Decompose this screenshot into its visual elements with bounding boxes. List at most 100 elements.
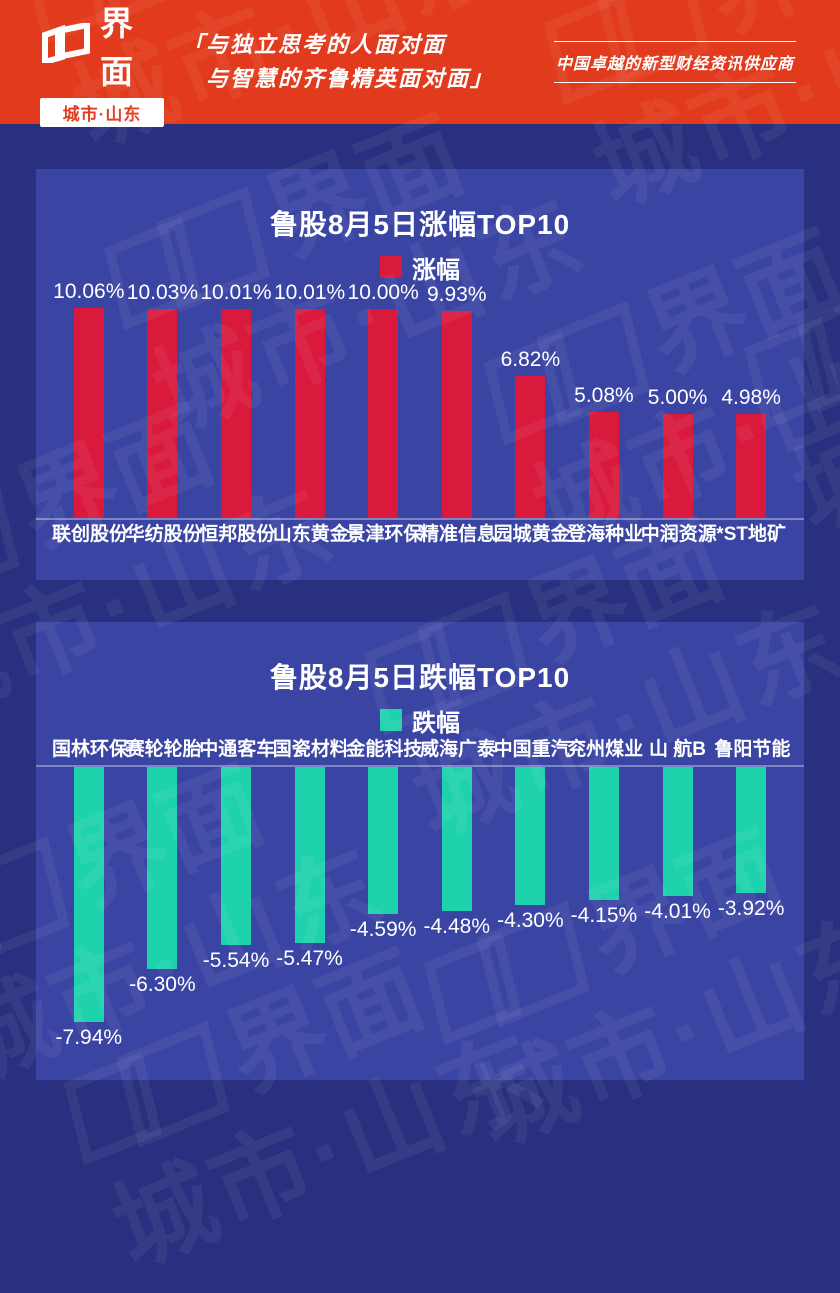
bar-value-label: -4.30%: [497, 909, 564, 932]
bar-column: 10.01%: [199, 277, 273, 518]
bar-column: -4.59%: [346, 767, 420, 946]
bar-column: -4.01%: [641, 767, 715, 928]
category-label: 中润资源: [640, 524, 717, 545]
bar-column: 10.03%: [126, 277, 200, 518]
bar: [588, 767, 619, 900]
gainers-bar-chart: 10.06% 10.03% 10.01% 10.01% 10.00% 9.93% 6.82%…: [36, 279, 804, 550]
bar: [662, 767, 693, 896]
bar: [220, 767, 251, 945]
bar-value-label: 10.00%: [347, 281, 419, 304]
category-labels-row: 联创股份 华纺股份 恒邦股份 山东黄金 景津环保 精准信息 园城黄金 登海种业 中润资源 *ST地…: [36, 520, 804, 550]
bar-column: 10.00%: [346, 277, 420, 518]
bar-value-label: -4.59%: [349, 918, 417, 941]
bar: [294, 767, 325, 943]
bar: [441, 311, 472, 518]
bar-value-label: 10.01%: [273, 281, 346, 304]
losers-chart-card: 鲁股8月5日跌幅TOP10 跌幅 国林环保 赛轮轮胎 中通客车 国瓷材料 金能科技 威海广…: [36, 622, 804, 1080]
slogan-line2: 与智慧的齐鲁精英面对面」: [206, 66, 495, 91]
losers-legend: 跌幅: [36, 707, 804, 737]
brand-name: 界面: [100, 5, 134, 90]
bar: [662, 414, 693, 518]
bar-value-label: 10.01%: [200, 281, 272, 304]
bar-value-label: -5.54%: [202, 949, 270, 972]
category-label: 华纺股份: [125, 524, 202, 545]
bar-column: 9.93%: [420, 279, 494, 518]
category-label: 园城黄金: [493, 524, 570, 545]
bar-value-label: 10.06%: [53, 280, 125, 303]
bar: [220, 309, 251, 518]
bar-column: -4.30%: [494, 767, 568, 937]
bar-value-label: -4.01%: [644, 900, 711, 923]
bar-value-label: 6.82%: [500, 348, 561, 371]
bar: [294, 309, 325, 518]
gainers-legend-label: 涨幅: [412, 256, 460, 284]
bar-column: 5.08%: [567, 380, 641, 518]
category-label: 中通客车: [199, 739, 276, 760]
bar-value-label: 10.03%: [126, 281, 198, 304]
gainers-legend: 涨幅: [36, 254, 804, 284]
bar: [441, 767, 472, 911]
slogan-line1: 「与独立思考的人面对面: [182, 31, 447, 57]
bar: [736, 414, 767, 518]
bar-column: 10.06%: [52, 276, 126, 518]
losers-bar-chart: 国林环保 赛轮轮胎 中通客车 国瓷材料 金能科技 威海广泰 中国重汽 兖州煤业山 航B 鲁阳节能…: [36, 735, 804, 1055]
bar-value-label: -6.30%: [129, 973, 196, 996]
bars-row: 10.06% 10.03% 10.01% 10.01% 10.00% 9.93% 6.82%…: [36, 279, 804, 520]
category-label: 鲁阳节能: [714, 739, 791, 760]
bar-value-label: -7.94%: [55, 1026, 123, 1049]
bar-column: -4.48%: [420, 767, 494, 943]
bar: [73, 767, 104, 1022]
category-label: 山 航B: [649, 739, 707, 760]
category-label: 联创股份: [52, 524, 129, 545]
bar-column: 4.98%: [714, 382, 788, 518]
gainers-chart-card: 鲁股8月5日涨幅TOP10 涨幅 10.06% 10.03% 10.01% 10.01…: [36, 169, 804, 580]
category-label: 登海种业: [567, 524, 644, 545]
category-label: 赛轮轮胎: [125, 739, 202, 760]
bar-value-label: -3.92%: [717, 897, 785, 920]
category-label: 山东黄金: [272, 524, 349, 545]
bar-column: 10.01%: [273, 277, 347, 518]
category-label: 国瓷材料: [272, 739, 349, 760]
bar-value-label: 4.98%: [721, 386, 781, 409]
jiemian-logo-watermark-icon: [0, 866, 3, 981]
bar-value-label: 9.93%: [426, 283, 487, 306]
tagline: 中国卓越的新型财经资讯供应商: [553, 41, 796, 83]
slogan: 「与独立思考的人面对面 与智慧的齐鲁精英面对面」: [182, 28, 494, 96]
jiemian-logo-icon: [40, 20, 92, 68]
bar-value-label: -4.48%: [423, 915, 491, 938]
bar-column: 5.00%: [641, 382, 715, 518]
brand-region-badge: 城市·山东: [40, 98, 164, 127]
bar-value-label: -4.15%: [570, 904, 638, 927]
bars-row: -7.94% -6.30% -5.54% -5.47% -4.59% -4.48% -4.3…: [36, 767, 804, 1055]
category-label: 精准信息: [419, 524, 496, 545]
bar-column: -5.47%: [273, 767, 347, 975]
losers-chart-title: 鲁股8月5日跌幅TOP10: [269, 662, 571, 693]
category-label: 景津环保: [346, 524, 423, 545]
jiemian-logo-block: 界面 城市·山东: [40, 0, 164, 127]
bar: [736, 767, 767, 893]
bar-value-label: -5.47%: [276, 947, 343, 970]
category-label: 威海广泰: [419, 739, 496, 760]
losers-legend-label: 跌幅: [412, 709, 460, 737]
bar-value-label: 5.08%: [574, 384, 634, 407]
category-label: 金能科技: [346, 739, 423, 760]
jiemian-logo-watermark-icon: [0, 475, 20, 603]
bar: [73, 308, 104, 518]
gainers-legend-swatch: [380, 256, 402, 278]
category-label: 恒邦股份: [199, 524, 276, 545]
bar: [515, 767, 546, 905]
category-labels-row: 国林环保 赛轮轮胎 中通客车 国瓷材料 金能科技 威海广泰 中国重汽 兖州煤业山 航B 鲁阳节能: [36, 735, 804, 767]
gainers-chart-title: 鲁股8月5日涨幅TOP10: [269, 209, 571, 240]
bar: [147, 767, 178, 969]
header-banner: 界面 城市·山东 「与独立思考的人面对面 与智慧的齐鲁精英面对面」 中国卓越的新…: [0, 0, 840, 127]
bar-column: -5.54%: [199, 767, 273, 977]
category-label: *ST地矿: [716, 524, 786, 545]
bar: [368, 767, 399, 914]
bar-value-label: 5.00%: [647, 386, 708, 409]
category-label: 国林环保: [52, 739, 129, 760]
bar-column: -7.94%: [52, 767, 126, 1054]
bar: [368, 309, 399, 518]
bar-column: 6.82%: [494, 344, 568, 518]
bar-column: -3.92%: [714, 767, 788, 925]
bar: [147, 309, 178, 518]
